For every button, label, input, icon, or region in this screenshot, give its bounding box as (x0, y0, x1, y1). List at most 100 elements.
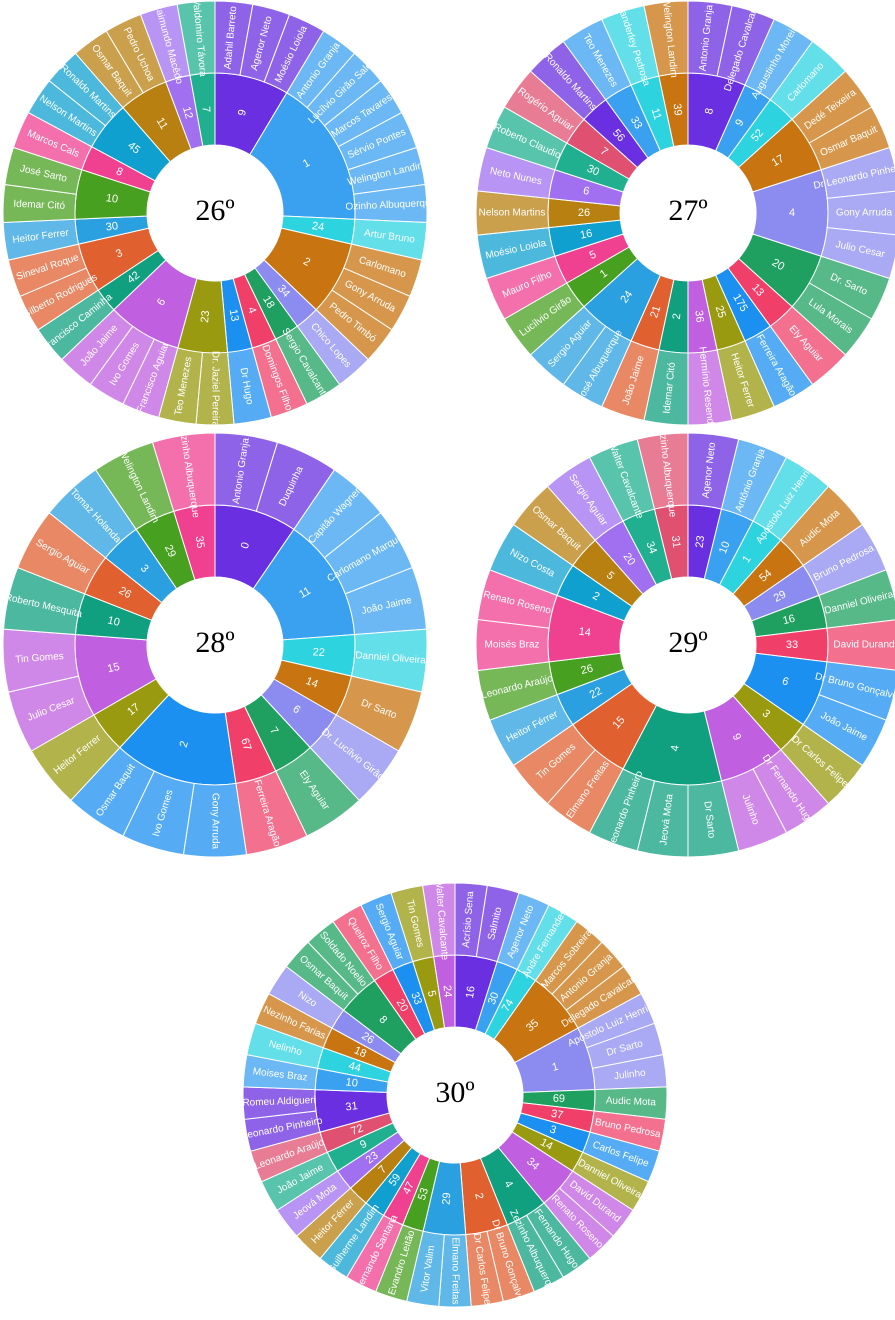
party-label: 10 (106, 615, 121, 629)
party-label: 17 (125, 701, 142, 718)
party-label: 0 (239, 541, 252, 550)
party-label: 16 (782, 613, 797, 628)
party-label: 26 (578, 207, 590, 219)
party-label: 33 (786, 639, 798, 651)
party-label: 5 (425, 989, 438, 998)
party-label: 5 (588, 248, 598, 261)
candidate-label: Dr. Jaziel Pereira (209, 351, 220, 428)
party-label: 1 (301, 157, 312, 170)
party-label: 25 (713, 304, 728, 319)
party-label: 37 (550, 1108, 564, 1122)
chart-title: 27º (668, 194, 707, 227)
party-label: 26 (117, 585, 134, 602)
party-label: 44 (347, 1060, 362, 1075)
party-label: 2 (671, 313, 684, 320)
party-label: 4 (502, 1179, 515, 1190)
party-label: 20 (770, 257, 787, 274)
party-label: 47 (401, 1180, 417, 1196)
party-label: 22 (588, 685, 604, 701)
party-label: 74 (500, 997, 517, 1014)
candidate-label: Danniel Oliveira (355, 650, 427, 666)
party-label: 33 (628, 115, 645, 132)
party-label: 6 (780, 675, 790, 688)
party-label: 7 (200, 106, 213, 113)
party-label: 11 (648, 107, 663, 122)
party-label: 36 (692, 310, 705, 323)
outer-wedge (151, 432, 216, 512)
party-label: 14 (538, 1136, 554, 1152)
chart-title: 26º (195, 194, 234, 227)
candidate-label: Gony Arruda (836, 208, 893, 219)
party-label: 42 (125, 269, 142, 286)
party-label: 9 (358, 1138, 369, 1151)
party-label: 6 (155, 297, 168, 308)
party-label: 33 (408, 991, 424, 1007)
party-label: 10 (345, 1076, 359, 1089)
party-label: 15 (106, 661, 121, 675)
party-label: 3 (114, 247, 124, 260)
party-label: 10 (717, 540, 733, 556)
candidate-label: Audic Mota (606, 1095, 657, 1108)
party-label: 53 (416, 1186, 431, 1201)
party-label: 9 (733, 117, 746, 128)
party-label: 7 (267, 725, 280, 737)
party-label: 72 (349, 1122, 365, 1137)
party-label: 35 (193, 535, 207, 549)
candidate-label: Elmano Freitas (449, 1237, 460, 1304)
party-label: 23 (364, 1149, 381, 1166)
party-label: 24 (618, 289, 635, 306)
party-label: 2 (590, 590, 601, 603)
candidate-label: Romeu Aldigueri (242, 1095, 316, 1109)
party-label: 31 (345, 1100, 359, 1113)
chart-title: 28º (195, 626, 234, 659)
party-label: 45 (125, 140, 142, 157)
party-label: 4 (789, 207, 795, 219)
party-label: 8 (114, 165, 124, 178)
sunburst: Antonio Granja Delegado Cavalcante8August… (475, 0, 895, 431)
party-label: 29 (440, 1192, 453, 1205)
party-label: 12 (180, 105, 195, 120)
party-label: 39 (671, 103, 684, 116)
party-label: 30 (486, 991, 502, 1007)
party-label: 9 (236, 108, 249, 117)
party-label: 67 (238, 737, 253, 752)
party-label: 26 (580, 663, 595, 678)
party-label: 21 (648, 304, 663, 319)
chart-title: 29º (668, 626, 707, 659)
candidate-label: Gony Arruda (209, 793, 220, 850)
candidate-label: Tin Gomes (15, 651, 64, 666)
candidate-label: Julinho (613, 1068, 646, 1083)
party-label: 11 (297, 585, 313, 601)
party-label: 16 (464, 985, 478, 999)
outer-wedge (422, 882, 456, 958)
party-label: 10 (105, 192, 119, 206)
party-label: 18 (352, 1044, 368, 1060)
party-label: 4 (669, 744, 682, 752)
candidate-label: David Durand (833, 640, 894, 651)
candidate-label: Dr Sarto (701, 801, 716, 840)
party-label: 17 (770, 153, 787, 170)
party-label: 29 (162, 543, 178, 559)
candidate-label: Nelson Martins (479, 208, 546, 219)
candidate-label: Acrísio Sena (461, 890, 476, 948)
outer-wedge (176, 0, 216, 76)
candidate-label: Idemar Citó (662, 361, 678, 414)
party-label: 59 (387, 1172, 404, 1189)
party-label: 23 (694, 535, 707, 549)
party-label: 11 (154, 116, 170, 132)
party-label: 20 (621, 551, 638, 568)
party-label: 16 (579, 227, 593, 241)
party-label: 8 (703, 107, 716, 115)
party-label: 14 (304, 675, 320, 691)
party-label: 18 (260, 294, 277, 311)
party-label: 69 (553, 1093, 566, 1105)
party-label: 2 (178, 740, 191, 749)
party-label: 9 (730, 732, 743, 743)
chart-title: 30º (435, 1076, 474, 1109)
party-label: 22 (312, 646, 325, 659)
party-label: 30 (585, 163, 601, 179)
